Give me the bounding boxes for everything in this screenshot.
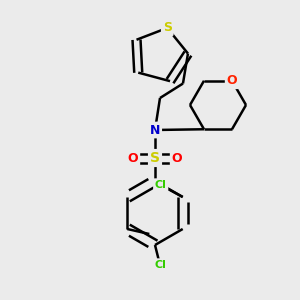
- Text: N: N: [150, 124, 160, 136]
- Text: S: S: [163, 22, 172, 34]
- Text: O: O: [128, 152, 138, 164]
- Text: S: S: [150, 151, 160, 165]
- Text: O: O: [172, 152, 182, 164]
- Text: Cl: Cl: [154, 260, 166, 270]
- Text: O: O: [227, 74, 237, 87]
- Text: Cl: Cl: [155, 180, 167, 190]
